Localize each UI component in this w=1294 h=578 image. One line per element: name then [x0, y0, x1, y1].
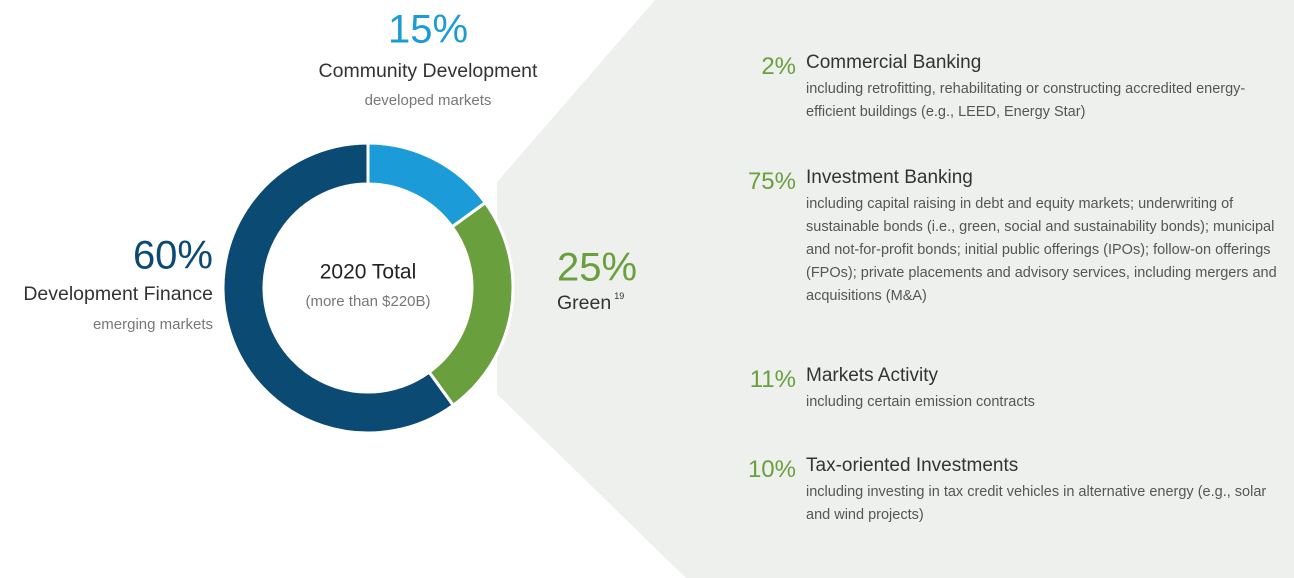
item-percent: 75% — [747, 168, 796, 195]
item-name: Tax-oriented Investments — [806, 455, 1019, 476]
segment-name: Development Finance — [23, 283, 213, 305]
footnote: 19 — [614, 291, 624, 301]
segment-sublabel: emerging markets — [93, 316, 213, 333]
breakdown-panel — [497, 0, 1294, 578]
center-title: 2020 Total — [320, 261, 417, 284]
item-percent: 2% — [761, 53, 796, 80]
segment-name: Green — [557, 292, 611, 314]
segment-label: Community Development — [319, 60, 539, 82]
item-name: Markets Activity — [806, 365, 938, 386]
item-description: including certain emission contracts — [806, 394, 1035, 410]
item-name: Investment Banking — [806, 167, 973, 188]
donut-segment — [221, 141, 456, 435]
segment-value-label: 60% — [133, 234, 213, 278]
segment-value-label: 25% — [557, 246, 637, 290]
segment-value-label: 15% — [388, 8, 468, 52]
item-description: including retrofitting, rehabilitating o… — [806, 81, 1246, 120]
item-percent: 10% — [747, 456, 796, 483]
item-description: including investing in tax credit vehicl… — [806, 484, 1267, 523]
segment-label: Development Finance — [23, 283, 213, 305]
segment-name: Community Development — [319, 60, 539, 82]
item-name: Commercial Banking — [806, 52, 982, 73]
segment-label: Green 19 — [557, 291, 624, 314]
center-subtitle: (more than $220B) — [305, 293, 430, 310]
item-percent: 11% — [749, 366, 796, 393]
segment-sublabel: developed markets — [365, 92, 492, 109]
item-description: including capital raising in debt and eq… — [806, 196, 1277, 304]
